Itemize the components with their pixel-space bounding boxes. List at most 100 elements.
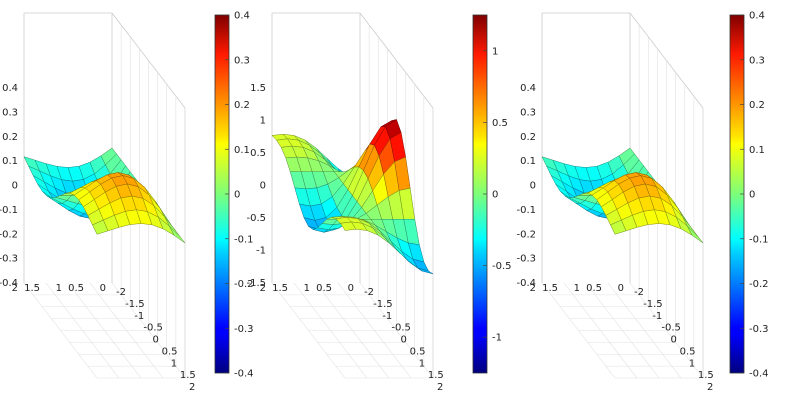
x-tick-label: 2	[189, 382, 195, 393]
y-tick-label: 0	[100, 283, 106, 294]
x-tick-label: 0.5	[410, 346, 426, 357]
surface-patch	[687, 225, 704, 244]
z-tick-label: -0.2	[516, 229, 536, 240]
z-tick-label: 1	[260, 116, 266, 127]
z-tick-label: 0.2	[2, 132, 18, 143]
z-tick-label: -0.3	[0, 254, 18, 265]
y-tick-label: 1.5	[24, 283, 40, 294]
colorbar-tick-label: -0.2	[749, 279, 769, 290]
x-tick-label: 2	[437, 382, 443, 393]
panel-2: -1.5-1-0.500.511.500.511.52 -2-1.5-1-0.50…	[246, 12, 512, 393]
z-tick-label: 1.5	[250, 83, 266, 94]
x-tick-label: -1	[134, 311, 144, 322]
colorbar-tick-label: 0.4	[234, 11, 250, 22]
x-tick-label: -2	[364, 287, 374, 298]
z-tick-label: -0.4	[516, 278, 536, 289]
z-tick-label: 0	[260, 181, 266, 192]
colorbar-tick-label: 0	[234, 190, 240, 201]
panel-1: -0.4-0.3-0.2-0.100.10.20.30.400.511.52 -2…	[0, 11, 254, 394]
colorbar-tick-label: 0	[749, 190, 755, 201]
z-tick-label: 0.4	[2, 83, 18, 94]
y-tick-label: 2	[260, 283, 266, 294]
grid-line	[607, 282, 682, 379]
x-tick-label: 1	[419, 358, 425, 369]
grid-line	[541, 282, 616, 379]
colorbar-tick-label: 0.2	[749, 100, 765, 111]
z-tick-label: -0.2	[0, 229, 18, 240]
y-tick-label: 1.5	[542, 283, 558, 294]
z-tick-label: -1	[256, 246, 266, 257]
grid-line	[337, 282, 412, 379]
z-tick-label: -0.5	[246, 213, 266, 224]
grid-line	[89, 282, 164, 379]
x-tick-label: 0	[153, 335, 159, 346]
colorbar-tick-label: 0.3	[749, 55, 765, 66]
colorbar-tick-label: -0.3	[749, 324, 769, 335]
colorbar-tick-label: 0.4	[749, 11, 765, 22]
z-tick-label: -0.3	[516, 254, 536, 265]
y-tick-label: 0.5	[586, 283, 602, 294]
grid-line	[45, 282, 120, 379]
z-tick-label: -1.5	[246, 278, 266, 289]
grid-line	[359, 282, 434, 379]
z-tick-label: 0.1	[2, 156, 18, 167]
z-tick-label: 0.4	[520, 83, 536, 94]
y-tick-label: 1	[56, 283, 62, 294]
surface-patch	[417, 267, 434, 275]
z-tick-label: 0.1	[520, 156, 536, 167]
x-tick-label: 0	[671, 335, 677, 346]
y-tick-label: 1.5	[272, 283, 288, 294]
colorbar-tick-label: -0.5	[492, 261, 512, 272]
x-tick-label: -2	[634, 287, 644, 298]
colorbar-tick-label: 0.1	[749, 145, 765, 156]
colorbar-tick-label: -1	[492, 333, 502, 344]
x-tick-label: -2	[116, 287, 126, 298]
grid-line	[293, 282, 368, 379]
colorbar-tick-label: 0.2	[234, 100, 250, 111]
y-tick-label: 1	[304, 283, 310, 294]
grid-line	[585, 282, 660, 379]
colorbar-tick-label: -0.4	[234, 369, 254, 380]
z-tick-label: 0.5	[250, 148, 266, 159]
x-tick-label: 1	[689, 358, 695, 369]
z-tick-label: 0	[12, 181, 18, 192]
colorbar-tick-label: 0.3	[234, 55, 250, 66]
z-tick-label: 0.2	[520, 132, 536, 143]
x-tick-label: -1.5	[373, 299, 393, 310]
z-tick-label: -0.1	[0, 205, 18, 216]
y-tick-label: 0	[348, 283, 354, 294]
grid-line	[271, 282, 346, 379]
z-tick-label: -0.1	[516, 205, 536, 216]
colorbar	[473, 15, 487, 373]
x-tick-label: 1.5	[180, 370, 196, 381]
y-tick-label: 0	[618, 283, 624, 294]
grid-line	[629, 282, 704, 379]
colorbar-tick-label: 0.5	[492, 118, 508, 129]
x-tick-label: 0.5	[162, 346, 178, 357]
colorbar-tick-label: 0	[492, 190, 498, 201]
colorbar-tick-label: 1	[492, 46, 498, 57]
x-tick-label: 1.5	[698, 370, 714, 381]
y-tick-label: 0.5	[68, 283, 84, 294]
x-tick-label: 1.5	[428, 370, 444, 381]
colorbar-tick-label: -0.1	[749, 234, 769, 245]
z-tick-label: 0.3	[2, 107, 18, 118]
x-tick-label: -1.5	[643, 299, 663, 310]
x-tick-label: 0	[401, 335, 407, 346]
colorbar-tick-label: -0.3	[234, 324, 254, 335]
x-tick-label: 2	[707, 382, 713, 393]
grid-line	[315, 282, 390, 379]
x-tick-label: -1	[382, 311, 392, 322]
grid-line	[67, 282, 142, 379]
grid-line	[563, 282, 638, 379]
x-tick-label: -0.5	[661, 323, 681, 334]
y-tick-label: 0.5	[316, 283, 332, 294]
panel-3: -0.4-0.3-0.2-0.100.10.20.30.400.511.52 -2…	[516, 11, 768, 394]
x-tick-label: -1.5	[125, 299, 145, 310]
colorbar-tick-label: 0.1	[234, 145, 250, 156]
grid-line	[23, 282, 98, 379]
x-tick-label: 1	[171, 358, 177, 369]
x-tick-label: 0.5	[680, 346, 696, 357]
y-tick-label: 2	[530, 283, 536, 294]
y-tick-label: 1	[574, 283, 580, 294]
